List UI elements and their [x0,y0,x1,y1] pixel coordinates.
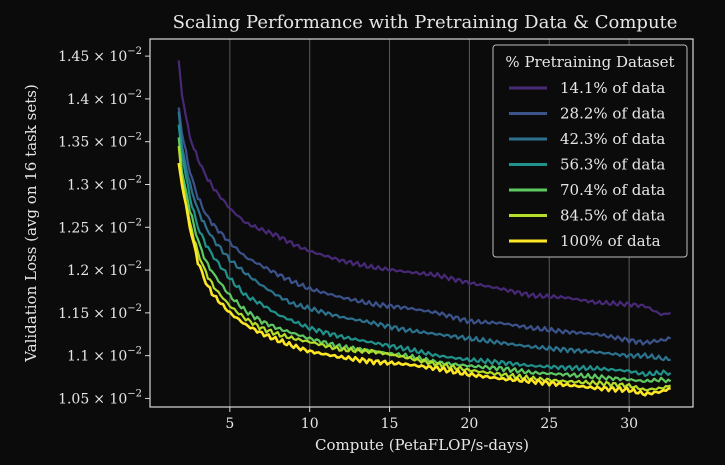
y-tick-label: 1.2 × 10−2 [67,260,142,279]
y-tick-exponent: −2 [127,260,142,271]
legend-item-label: 28.2% of data [560,105,665,123]
x-tick-label: 20 [460,416,478,432]
y-tick-label: 1.15 × 10−2 [58,303,142,322]
x-tick-label: 15 [381,416,399,432]
series-line [177,145,671,392]
y-tick-value: 1.3 [67,177,89,193]
y-tick-label: 1.25 × 10−2 [58,217,142,236]
y-tick-exponent: −2 [127,346,142,357]
series-line [177,137,672,384]
legend-title: % Pretraining Dataset [505,53,674,71]
x-tick-label: 25 [540,416,558,432]
series-line [177,111,671,362]
series-line [177,162,671,397]
y-tick-suffix: × 10 [93,349,127,365]
y-tick-suffix: × 10 [93,177,127,193]
series-line [177,107,672,346]
y-tick-exponent: −2 [127,132,142,143]
chart-title: Scaling Performance with Pretraining Dat… [173,12,678,33]
y-tick-suffix: × 10 [93,135,127,151]
y-tick-value: 1.1 [67,349,89,365]
y-tick-exponent: −2 [127,388,142,399]
y-tick-label: 1.4 × 10−2 [67,89,142,108]
x-tick-label: 5 [225,416,234,432]
legend: % Pretraining Dataset 14.1% of data 28.2%… [492,44,688,258]
y-tick-suffix: × 10 [93,391,127,407]
y-tick-suffix: × 10 [93,263,127,279]
y-tick-label: 1.45 × 10−2 [58,46,142,65]
y-tick-suffix: × 10 [93,49,127,65]
y-tick-suffix: × 10 [93,92,127,108]
y-tick-label: 1.35 × 10−2 [58,132,142,151]
y-ticks: 1.05 × 10−21.1 × 10−21.15 × 10−21.2 × 10−21.… [58,46,150,407]
series-lines [177,60,672,397]
y-tick-suffix: × 10 [93,220,127,236]
y-tick-value: 1.45 [58,49,89,65]
legend-item-label: 56.3% of data [560,156,665,174]
y-tick-value: 1.25 [58,220,89,236]
y-tick-value: 1.05 [58,391,89,407]
y-axis-label: Validation Loss (avg on 16 task sets) [22,84,40,363]
y-tick-suffix: × 10 [93,306,127,322]
y-tick-exponent: −2 [127,89,142,100]
legend-item-label: 84.5% of data [560,207,665,225]
x-ticks: 5 10 15 20 25 30 [225,407,638,432]
y-tick-exponent: −2 [127,174,142,185]
x-tick-label: 10 [301,416,319,432]
legend-item-label: 70.4% of data [560,181,665,199]
y-tick-label: 1.05 × 10−2 [58,388,142,407]
plot-frame [149,38,694,408]
y-tick-value: 1.4 [67,92,89,108]
x-tick-label: 30 [620,416,638,432]
y-tick-exponent: −2 [127,217,142,228]
legend-box [492,44,688,258]
y-tick-label: 1.1 × 10−2 [67,346,142,365]
y-tick-value: 1.35 [58,135,89,151]
series-line [177,60,672,317]
y-tick-exponent: −2 [127,46,142,57]
series-line [177,124,672,377]
y-tick-exponent: −2 [127,303,142,314]
legend-item-label: 100% of data [560,232,661,250]
legend-item-label: 14.1% of data [560,79,665,97]
y-tick-value: 1.15 [58,306,89,322]
legend-item-label: 42.3% of data [560,130,665,148]
x-axis-label: Compute (PetaFLOP/s-days) [315,436,529,454]
y-tick-value: 1.2 [67,263,89,279]
y-tick-label: 1.3 × 10−2 [67,174,142,193]
